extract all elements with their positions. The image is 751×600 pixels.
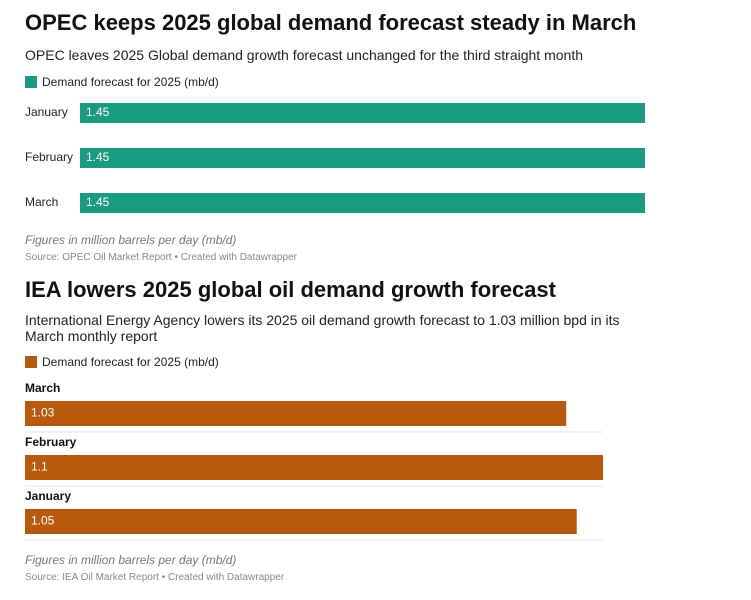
value-label: 1.45 bbox=[86, 150, 110, 164]
legend-label: Demand forecast for 2025 (mb/d) bbox=[42, 75, 219, 89]
legend-label: Demand forecast for 2025 (mb/d) bbox=[42, 355, 219, 369]
bar bbox=[25, 401, 567, 426]
category-label: January bbox=[25, 489, 71, 503]
legend-swatch bbox=[25, 356, 37, 368]
chart-title: OPEC keeps 2025 global demand forecast s… bbox=[25, 10, 637, 35]
source: Source: IEA Oil Market Report • Created … bbox=[25, 572, 285, 583]
category-label: February bbox=[25, 150, 73, 164]
category-label: March bbox=[25, 195, 58, 209]
value-label: 1.03 bbox=[31, 406, 55, 420]
category-label: January bbox=[25, 105, 68, 119]
note: Figures in million barrels per day (mb/d… bbox=[25, 233, 237, 247]
chart-subtitle: OPEC leaves 2025 Global demand growth fo… bbox=[25, 47, 583, 63]
chart-title: IEA lowers 2025 global oil demand growth… bbox=[25, 277, 556, 302]
legend-swatch bbox=[25, 76, 37, 88]
value-label: 1.45 bbox=[86, 105, 110, 119]
chart-subtitle: International Energy Agency lowers its 2… bbox=[25, 312, 620, 344]
bar bbox=[80, 148, 645, 168]
bar bbox=[25, 509, 577, 534]
category-label: March bbox=[25, 381, 60, 395]
value-label: 1.05 bbox=[31, 514, 55, 528]
note: Figures in million barrels per day (mb/d… bbox=[25, 553, 237, 567]
bar bbox=[80, 193, 645, 213]
bar bbox=[25, 455, 603, 480]
category-label: February bbox=[25, 435, 77, 449]
value-label: 1.45 bbox=[86, 195, 110, 209]
source: Source: OPEC Oil Market Report • Created… bbox=[25, 252, 297, 263]
bar bbox=[80, 103, 645, 123]
value-label: 1.1 bbox=[31, 460, 48, 474]
